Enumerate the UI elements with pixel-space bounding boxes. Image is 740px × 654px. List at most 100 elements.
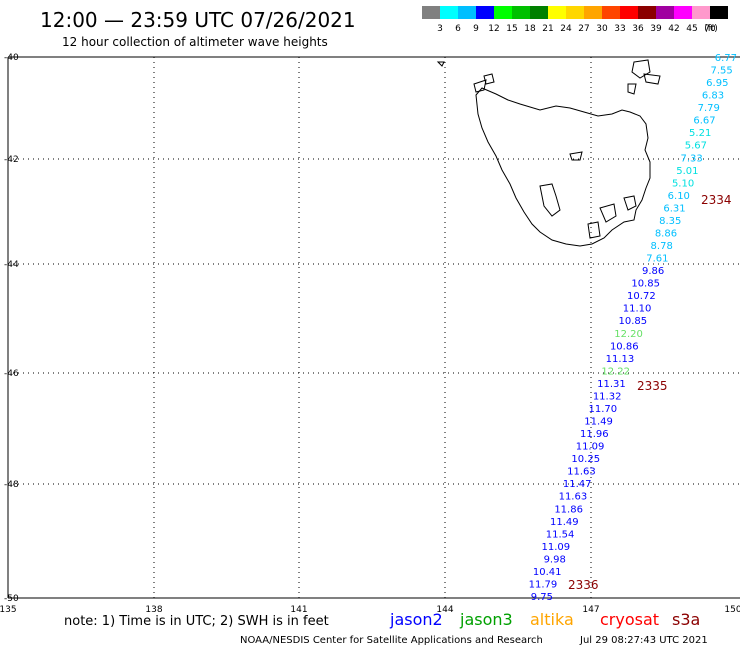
- scale-swatch: [584, 6, 602, 19]
- wave-height-label: 11.63: [559, 492, 588, 503]
- wave-height-label: 8.35: [659, 216, 681, 227]
- scale-label: 45: [686, 24, 697, 34]
- legend-altika: altika: [530, 610, 574, 629]
- wave-height-label: 9.86: [642, 266, 664, 277]
- scale-swatch: [494, 6, 512, 19]
- scale-label: 15: [506, 24, 517, 34]
- scale-label: 21: [542, 24, 553, 34]
- wave-height-label: 11.96: [580, 429, 609, 440]
- wave-height-label: 11.47: [563, 479, 592, 490]
- scale-label: 3: [437, 24, 443, 34]
- scale-label: 42: [668, 24, 679, 34]
- legend-jason2: jason2: [389, 610, 443, 629]
- wave-height-label: 11.49: [550, 517, 579, 528]
- tasmania-coastline: [436, 59, 661, 247]
- wave-height-label: 7.61: [646, 254, 668, 265]
- scale-swatch: [530, 6, 548, 19]
- wave-height-label: 11.63: [567, 467, 596, 478]
- wave-height-label: 12.22: [601, 366, 630, 377]
- map-title: 12:00 — 23:59 UTC 07/26/2021: [40, 8, 356, 32]
- lon-label: 135: [0, 605, 17, 615]
- wave-height-label: 7.55: [710, 66, 732, 77]
- wave-height-label: 10.86: [610, 341, 639, 352]
- wave-height-readings: 6.77 7.556.95 6.837.79 6.675.21 5.677.33 5.01…: [529, 53, 737, 603]
- wave-height-label: 10.72: [627, 291, 656, 302]
- scale-label: 36: [632, 24, 644, 34]
- scale-label: 70: [704, 24, 716, 34]
- scale-swatch: [476, 6, 494, 19]
- scale-label: 9: [473, 24, 479, 34]
- wave-height-label: 6.77: [715, 53, 737, 64]
- wave-height-label: 9.75: [531, 592, 553, 603]
- wave-height-label: 11.49: [584, 417, 613, 428]
- scale-swatch: [548, 6, 566, 19]
- wave-height-label: 6.67: [693, 116, 715, 127]
- scale-swatch: [674, 6, 692, 19]
- time-marker: 2336: [568, 578, 599, 592]
- scale-swatch: [710, 6, 728, 19]
- wave-height-label: 6.83: [702, 91, 724, 102]
- scale-unit: (ft): [704, 24, 718, 34]
- lon-label: 150: [724, 605, 740, 615]
- footer-credit: NOAA/NESDIS Center for Satellite Applica…: [240, 635, 543, 646]
- lat-label: -46: [4, 369, 19, 379]
- scale-label: 39: [650, 24, 662, 34]
- wave-height-label: 5.01: [676, 166, 698, 177]
- scale-swatch: [566, 6, 584, 19]
- wave-height-label: 7.33: [681, 153, 703, 164]
- wave-height-label: 11.13: [606, 354, 635, 365]
- wave-height-label: 11.09: [541, 542, 570, 553]
- wave-height-label: 11.79: [529, 579, 558, 590]
- wave-height-label: 11.31: [597, 379, 626, 390]
- scale-label: 12: [488, 24, 499, 34]
- scale-label: 27: [578, 24, 589, 34]
- wave-height-label: 5.21: [689, 128, 711, 139]
- wave-height-label: 12.20: [614, 329, 643, 340]
- scale-swatch: [620, 6, 638, 19]
- wave-height-label: 11.32: [593, 391, 622, 402]
- time-marker: 2335: [637, 379, 668, 393]
- lat-label: -50: [4, 594, 19, 604]
- wave-height-label: 10.85: [618, 316, 647, 327]
- scale-swatch: [602, 6, 620, 19]
- legend-jason3: jason3: [459, 610, 513, 629]
- scale-swatch: [458, 6, 476, 19]
- lon-label: 141: [290, 605, 307, 615]
- scale-swatch: [440, 6, 458, 19]
- scale-label: 18: [524, 24, 536, 34]
- scale-swatch: [638, 6, 656, 19]
- wave-height-label: 6.95: [706, 78, 728, 89]
- wave-height-label: 8.78: [651, 241, 673, 252]
- wave-height-label: 7.79: [698, 103, 720, 114]
- wave-height-label: 10.41: [533, 567, 562, 578]
- wave-height-label: 6.31: [663, 203, 685, 214]
- wave-height-label: 11.70: [589, 404, 618, 415]
- scale-swatch: [656, 6, 674, 19]
- scale-label: 33: [614, 24, 625, 34]
- wave-height-label: 9.98: [544, 554, 566, 565]
- wave-height-label: 10.85: [631, 279, 660, 290]
- scale-swatch: [692, 6, 710, 19]
- wave-height-label: 8.86: [655, 228, 677, 239]
- map-subtitle: 12 hour collection of altimeter wave hei…: [62, 35, 328, 49]
- footer-timestamp: Jul 29 08:27:43 UTC 2021: [579, 635, 708, 646]
- wave-height-label: 6.10: [668, 191, 690, 202]
- legend-cryosat: cryosat: [600, 610, 659, 629]
- wave-height-label: 10.25: [571, 454, 600, 465]
- lon-label: 147: [582, 605, 599, 615]
- lat-label: -42: [4, 155, 19, 165]
- satellite-legend: jason2 jason3 altika cryosat s3a: [389, 610, 700, 629]
- lat-label: -48: [4, 480, 19, 490]
- note-text: note: 1) Time is in UTC; 2) SWH is in fe…: [64, 614, 329, 629]
- lon-label: 144: [436, 605, 453, 615]
- wave-height-label: 11.54: [546, 529, 575, 540]
- wave-height-label: 5.67: [685, 141, 707, 152]
- wave-height-label: 5.10: [672, 178, 694, 189]
- scale-label: 6: [455, 24, 461, 34]
- lat-label: -40: [4, 53, 19, 63]
- map-grid: [7, 56, 740, 599]
- wave-height-label: 11.09: [576, 442, 605, 453]
- lon-label: 138: [145, 605, 162, 615]
